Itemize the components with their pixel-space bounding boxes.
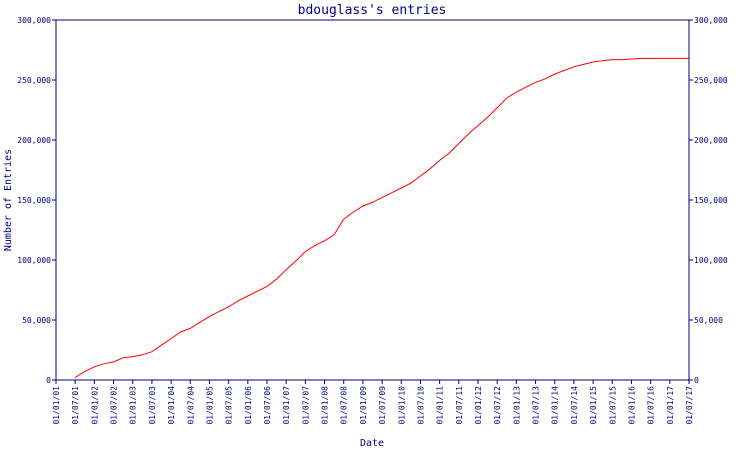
x-tick-label: 01/07/13	[532, 386, 541, 425]
y-tick-label-right: 50,000	[694, 316, 723, 325]
x-tick-label: 01/07/07	[301, 386, 310, 425]
x-tick-label: 01/07/05	[225, 386, 234, 425]
y-tick-label-left: 50,000	[22, 316, 51, 325]
x-tick-label: 01/07/04	[186, 386, 195, 425]
x-tick-label: 01/01/14	[551, 386, 560, 425]
x-tick-label: 01/01/15	[589, 386, 598, 425]
x-tick-label: 01/07/12	[493, 386, 502, 425]
x-tick-label: 01/01/07	[282, 386, 291, 425]
y-tick-label-right: 300,000	[694, 16, 728, 25]
x-tick-label: 01/07/16	[647, 386, 656, 425]
x-tick-label: 01/07/15	[608, 386, 617, 425]
x-tick-label: 01/07/09	[378, 386, 387, 425]
x-tick-label: 01/01/13	[512, 386, 521, 425]
x-axis-label: Date	[360, 438, 384, 449]
y-axis-label: Number of Entries	[3, 149, 14, 251]
y-tick-label-right: 250,000	[694, 76, 728, 85]
y-tick-label-left: 300,000	[17, 16, 51, 25]
x-tick-label: 01/07/06	[263, 386, 272, 425]
x-tick-label: 01/07/11	[455, 386, 464, 425]
x-tick-label: 01/01/11	[436, 386, 445, 425]
ticks-group: 0 0 50,000 50,000 100,000 100,000 150,000 150,0…	[17, 16, 728, 425]
x-tick-label: 01/07/17	[685, 386, 694, 425]
y-tick-label-left: 200,000	[17, 136, 51, 145]
y-tick-label-right: 150,000	[694, 196, 728, 205]
y-tick-label-left: 100,000	[17, 256, 51, 265]
chart-title: bdouglass's entries	[298, 3, 447, 18]
y-tick-label-left: 150,000	[17, 196, 51, 205]
x-tick-label: 01/01/05	[205, 386, 214, 425]
y-tick-label-left: 0	[46, 376, 51, 385]
y-tick-label-right: 0	[694, 376, 699, 385]
x-tick-label: 01/01/16	[627, 386, 636, 425]
x-tick-label: 01/01/03	[129, 386, 138, 425]
x-tick-label: 01/07/01	[71, 386, 80, 425]
x-tick-label: 01/01/02	[90, 386, 99, 425]
series-group	[74, 57, 689, 379]
x-tick-label: 01/01/12	[474, 386, 483, 425]
x-tick-label: 01/01/06	[244, 386, 253, 425]
x-tick-label: 01/01/01	[52, 386, 61, 425]
series-line	[74, 57, 689, 379]
axes-group	[55, 19, 690, 381]
x-tick-label: 01/01/10	[397, 386, 406, 425]
x-tick-label: 01/07/03	[148, 386, 157, 425]
x-tick-label: 01/07/14	[570, 386, 579, 425]
y-tick-label-left: 250,000	[17, 76, 51, 85]
x-tick-label: 01/01/09	[359, 386, 368, 425]
x-tick-label: 01/07/08	[340, 386, 349, 425]
x-tick-label: 01/07/02	[110, 386, 119, 425]
x-tick-label: 01/01/08	[321, 386, 330, 425]
x-tick-label: 01/07/10	[416, 386, 425, 425]
y-tick-label-right: 200,000	[694, 136, 728, 145]
x-tick-label: 01/01/04	[167, 386, 176, 425]
plot-frame	[55, 19, 690, 381]
y-tick-label-right: 100,000	[694, 256, 728, 265]
x-tick-label: 01/01/17	[666, 386, 675, 425]
